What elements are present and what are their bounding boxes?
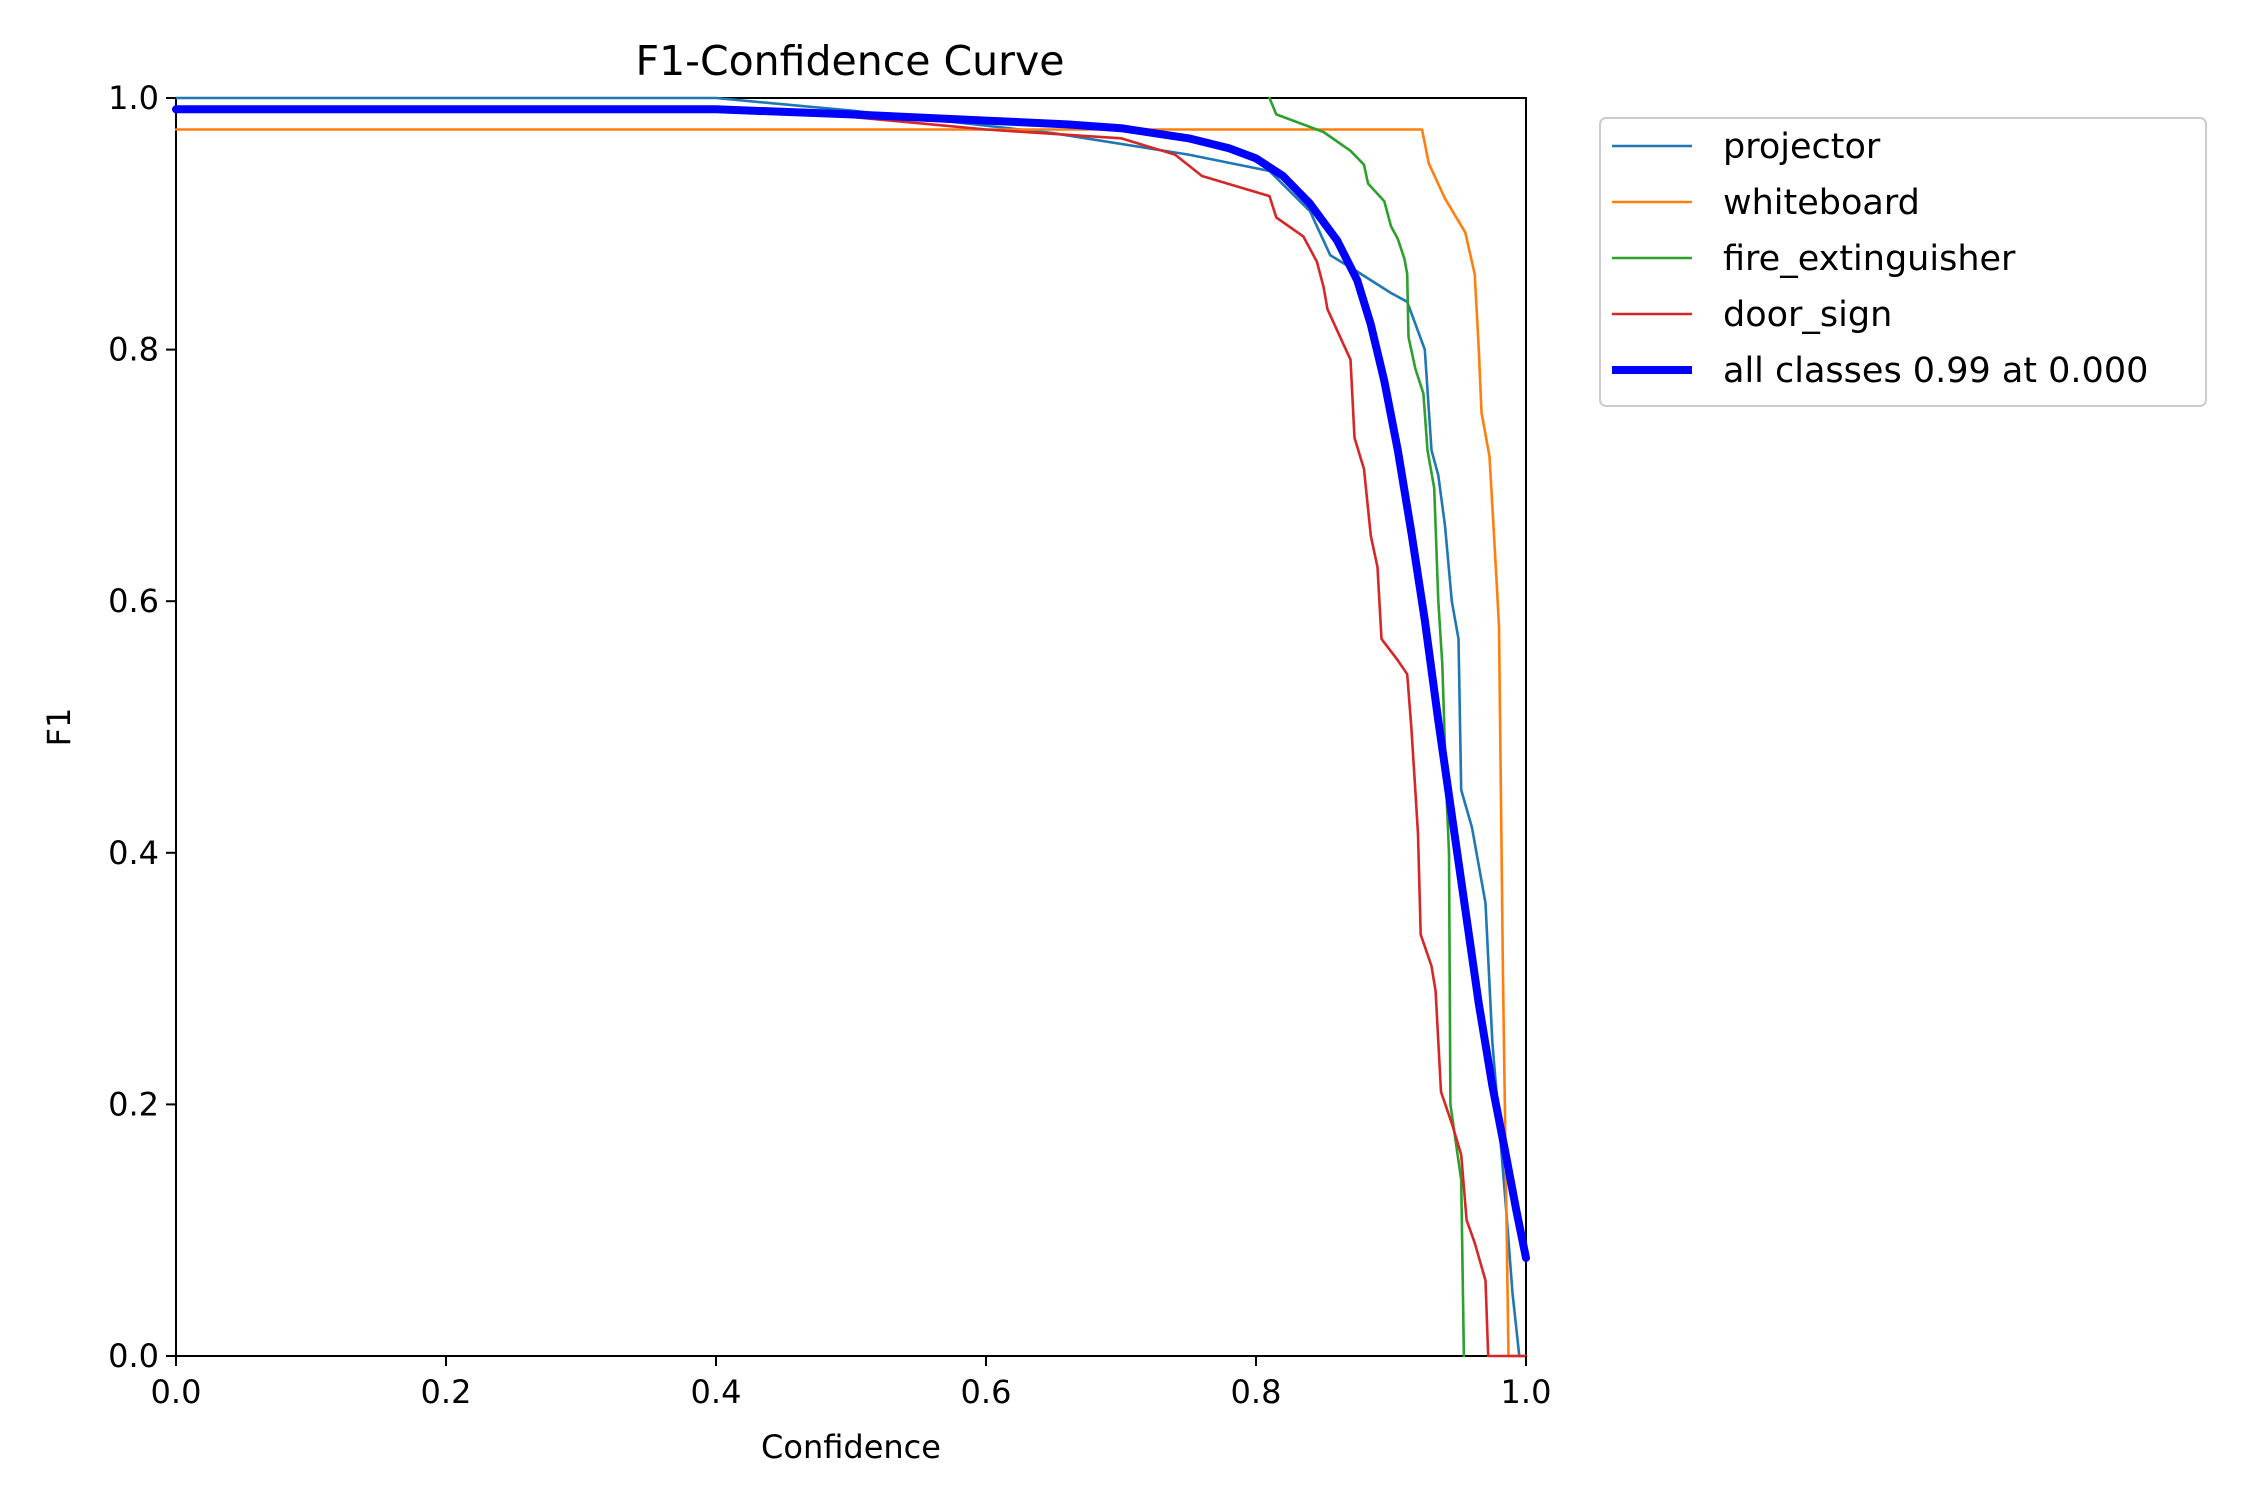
legend-label-door-sign: door_sign bbox=[1723, 295, 1892, 335]
series-layer bbox=[172, 96, 1530, 1358]
y-axis-ticks: 0.0 0.2 0.4 0.6 0.8 1.0 bbox=[108, 79, 176, 1375]
series-line-all-classes-0-99-at-0-000 bbox=[172, 105, 1530, 1262]
x-axis-ticks: 0.0 0.2 0.4 0.6 0.8 1.0 bbox=[151, 1356, 1552, 1411]
legend-box bbox=[1599, 117, 2207, 407]
legend-label-all-classes-0-99-at-0-000: all classes 0.99 at 0.000 bbox=[1723, 351, 2148, 391]
plot-area bbox=[172, 96, 1530, 1358]
legend-label-fire-extinguisher: fire_extinguisher bbox=[1723, 239, 2016, 279]
y-axis-label: F1 bbox=[40, 708, 78, 747]
x-tick-label: 0.4 bbox=[691, 1373, 742, 1411]
x-tick-label: 0.6 bbox=[961, 1373, 1012, 1411]
plot-frame bbox=[175, 97, 1527, 1357]
x-tick-label: 0.2 bbox=[421, 1373, 472, 1411]
legend-entries: projector whiteboard fire_extinguisherdoor… bbox=[1612, 127, 2148, 391]
y-tick-label: 0.4 bbox=[108, 834, 159, 872]
y-tick-label: 0.8 bbox=[108, 331, 159, 369]
series-line-fire-extinguisher bbox=[1268, 96, 1466, 1358]
y-tick-label: 0.0 bbox=[108, 1337, 159, 1375]
x-tick-label: 0.8 bbox=[1231, 1373, 1282, 1411]
y-tick-label: 0.6 bbox=[108, 582, 159, 620]
legend: projector whiteboard fire_extinguisherdoor… bbox=[1599, 117, 2207, 407]
y-tick-label: 1.0 bbox=[108, 79, 159, 117]
x-tick-label: 0.0 bbox=[151, 1373, 202, 1411]
x-axis-label: Confidence bbox=[761, 1428, 941, 1466]
series-line-door-sign bbox=[174, 109, 1528, 1358]
legend-label-projector: projector bbox=[1723, 127, 1881, 167]
y-tick-label: 0.2 bbox=[108, 1085, 159, 1123]
x-tick-label: 1.0 bbox=[1501, 1373, 1552, 1411]
legend-label-whiteboard: whiteboard bbox=[1723, 183, 1920, 223]
chart-title: F1-Confidence Curve bbox=[636, 37, 1065, 85]
series-line-whiteboard bbox=[174, 128, 1528, 1358]
series-line-projector bbox=[174, 96, 1528, 1358]
